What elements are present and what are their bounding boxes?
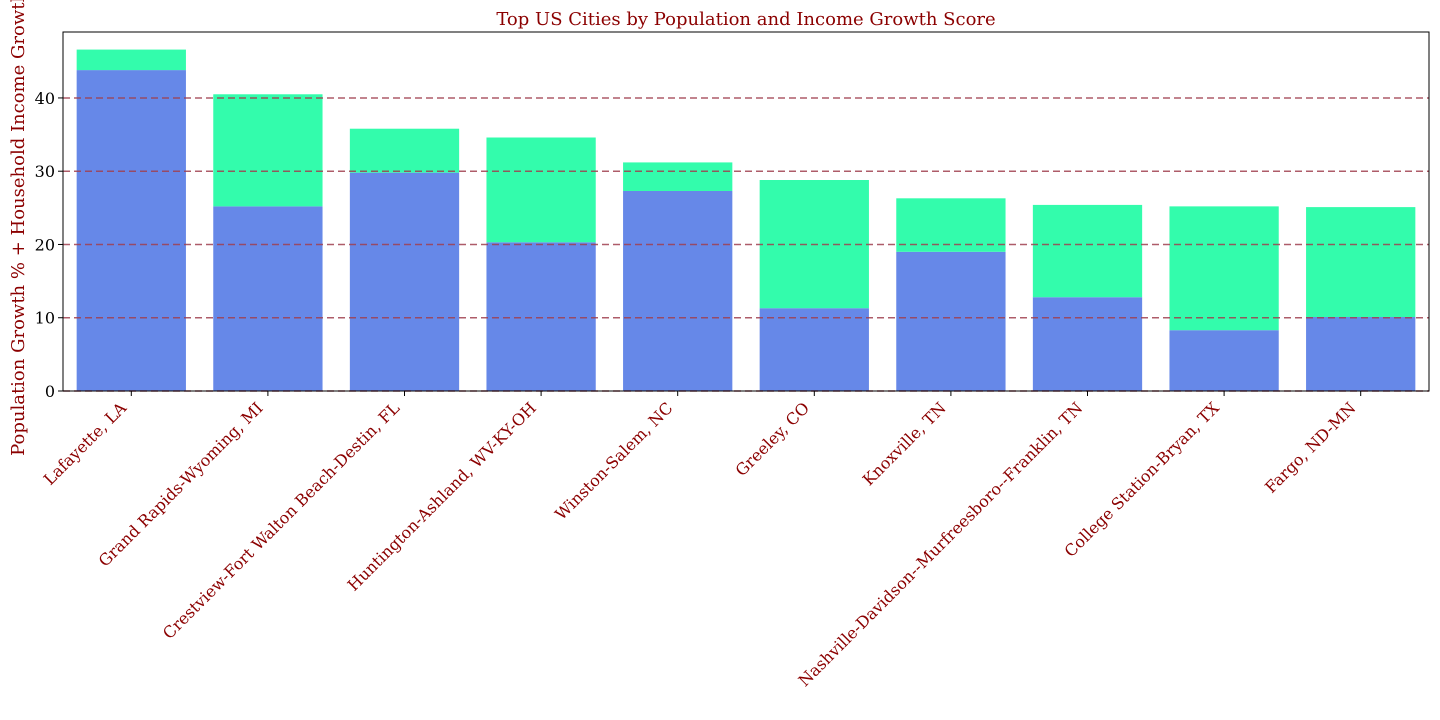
x-tick-label: Nashville-Davidson--Murfreesboro--Frankl… [794,398,1086,690]
bar-segment-1 [213,206,323,391]
bar-segment-2 [896,198,1006,252]
bar-segment-1 [896,251,1006,391]
bar-segment-1 [486,242,596,391]
y-tick-label: 40 [35,89,55,108]
x-tick-label: Winston-Salem, NC [551,398,676,523]
y-axis: 0 10 20 30 40 [35,89,63,401]
x-tick-label: Grand Rapids-Wyoming, MI [95,398,267,570]
x-tick-label: Lafayette, LA [40,398,131,489]
y-tick-label: 20 [35,235,55,254]
bar-segment-1 [1169,330,1279,391]
chart-title: Top US Cities by Population and Income G… [496,9,995,30]
bar-segment-2 [486,137,596,243]
bar-segment-1 [76,70,186,391]
bar-segment-2 [623,162,733,191]
bars-layer [76,49,1416,391]
bar-segment-1 [759,308,869,391]
bar-segment-2 [213,94,323,207]
bar-segment-2 [349,128,460,173]
x-tick-label: College Station-Bryan, TX [1060,398,1223,561]
bar-segment-1 [349,172,460,391]
x-tick-label: Greeley, CO [732,398,814,480]
bar-segment-1 [1032,297,1143,391]
bar-segment-2 [76,49,186,71]
y-axis-label: Population Growth % + Household Income G… [8,0,29,456]
plot-frame [62,31,1430,392]
bar-segment-2 [1306,207,1416,318]
bar-segment-2 [1169,206,1279,331]
x-tick-label: Knoxville, TN [859,398,950,489]
bar-segment-2 [1032,204,1143,298]
x-tick-label: Crestview-Fort Walton Beach-Destin, FL [159,398,404,643]
y-tick-label: 10 [35,309,55,328]
y-tick-label: 30 [35,162,55,181]
bar-segment-1 [1306,317,1416,391]
y-tick-label: 0 [45,382,55,401]
x-tick-label: Fargo, ND-MN [1261,398,1359,496]
bar-segment-1 [623,190,733,391]
